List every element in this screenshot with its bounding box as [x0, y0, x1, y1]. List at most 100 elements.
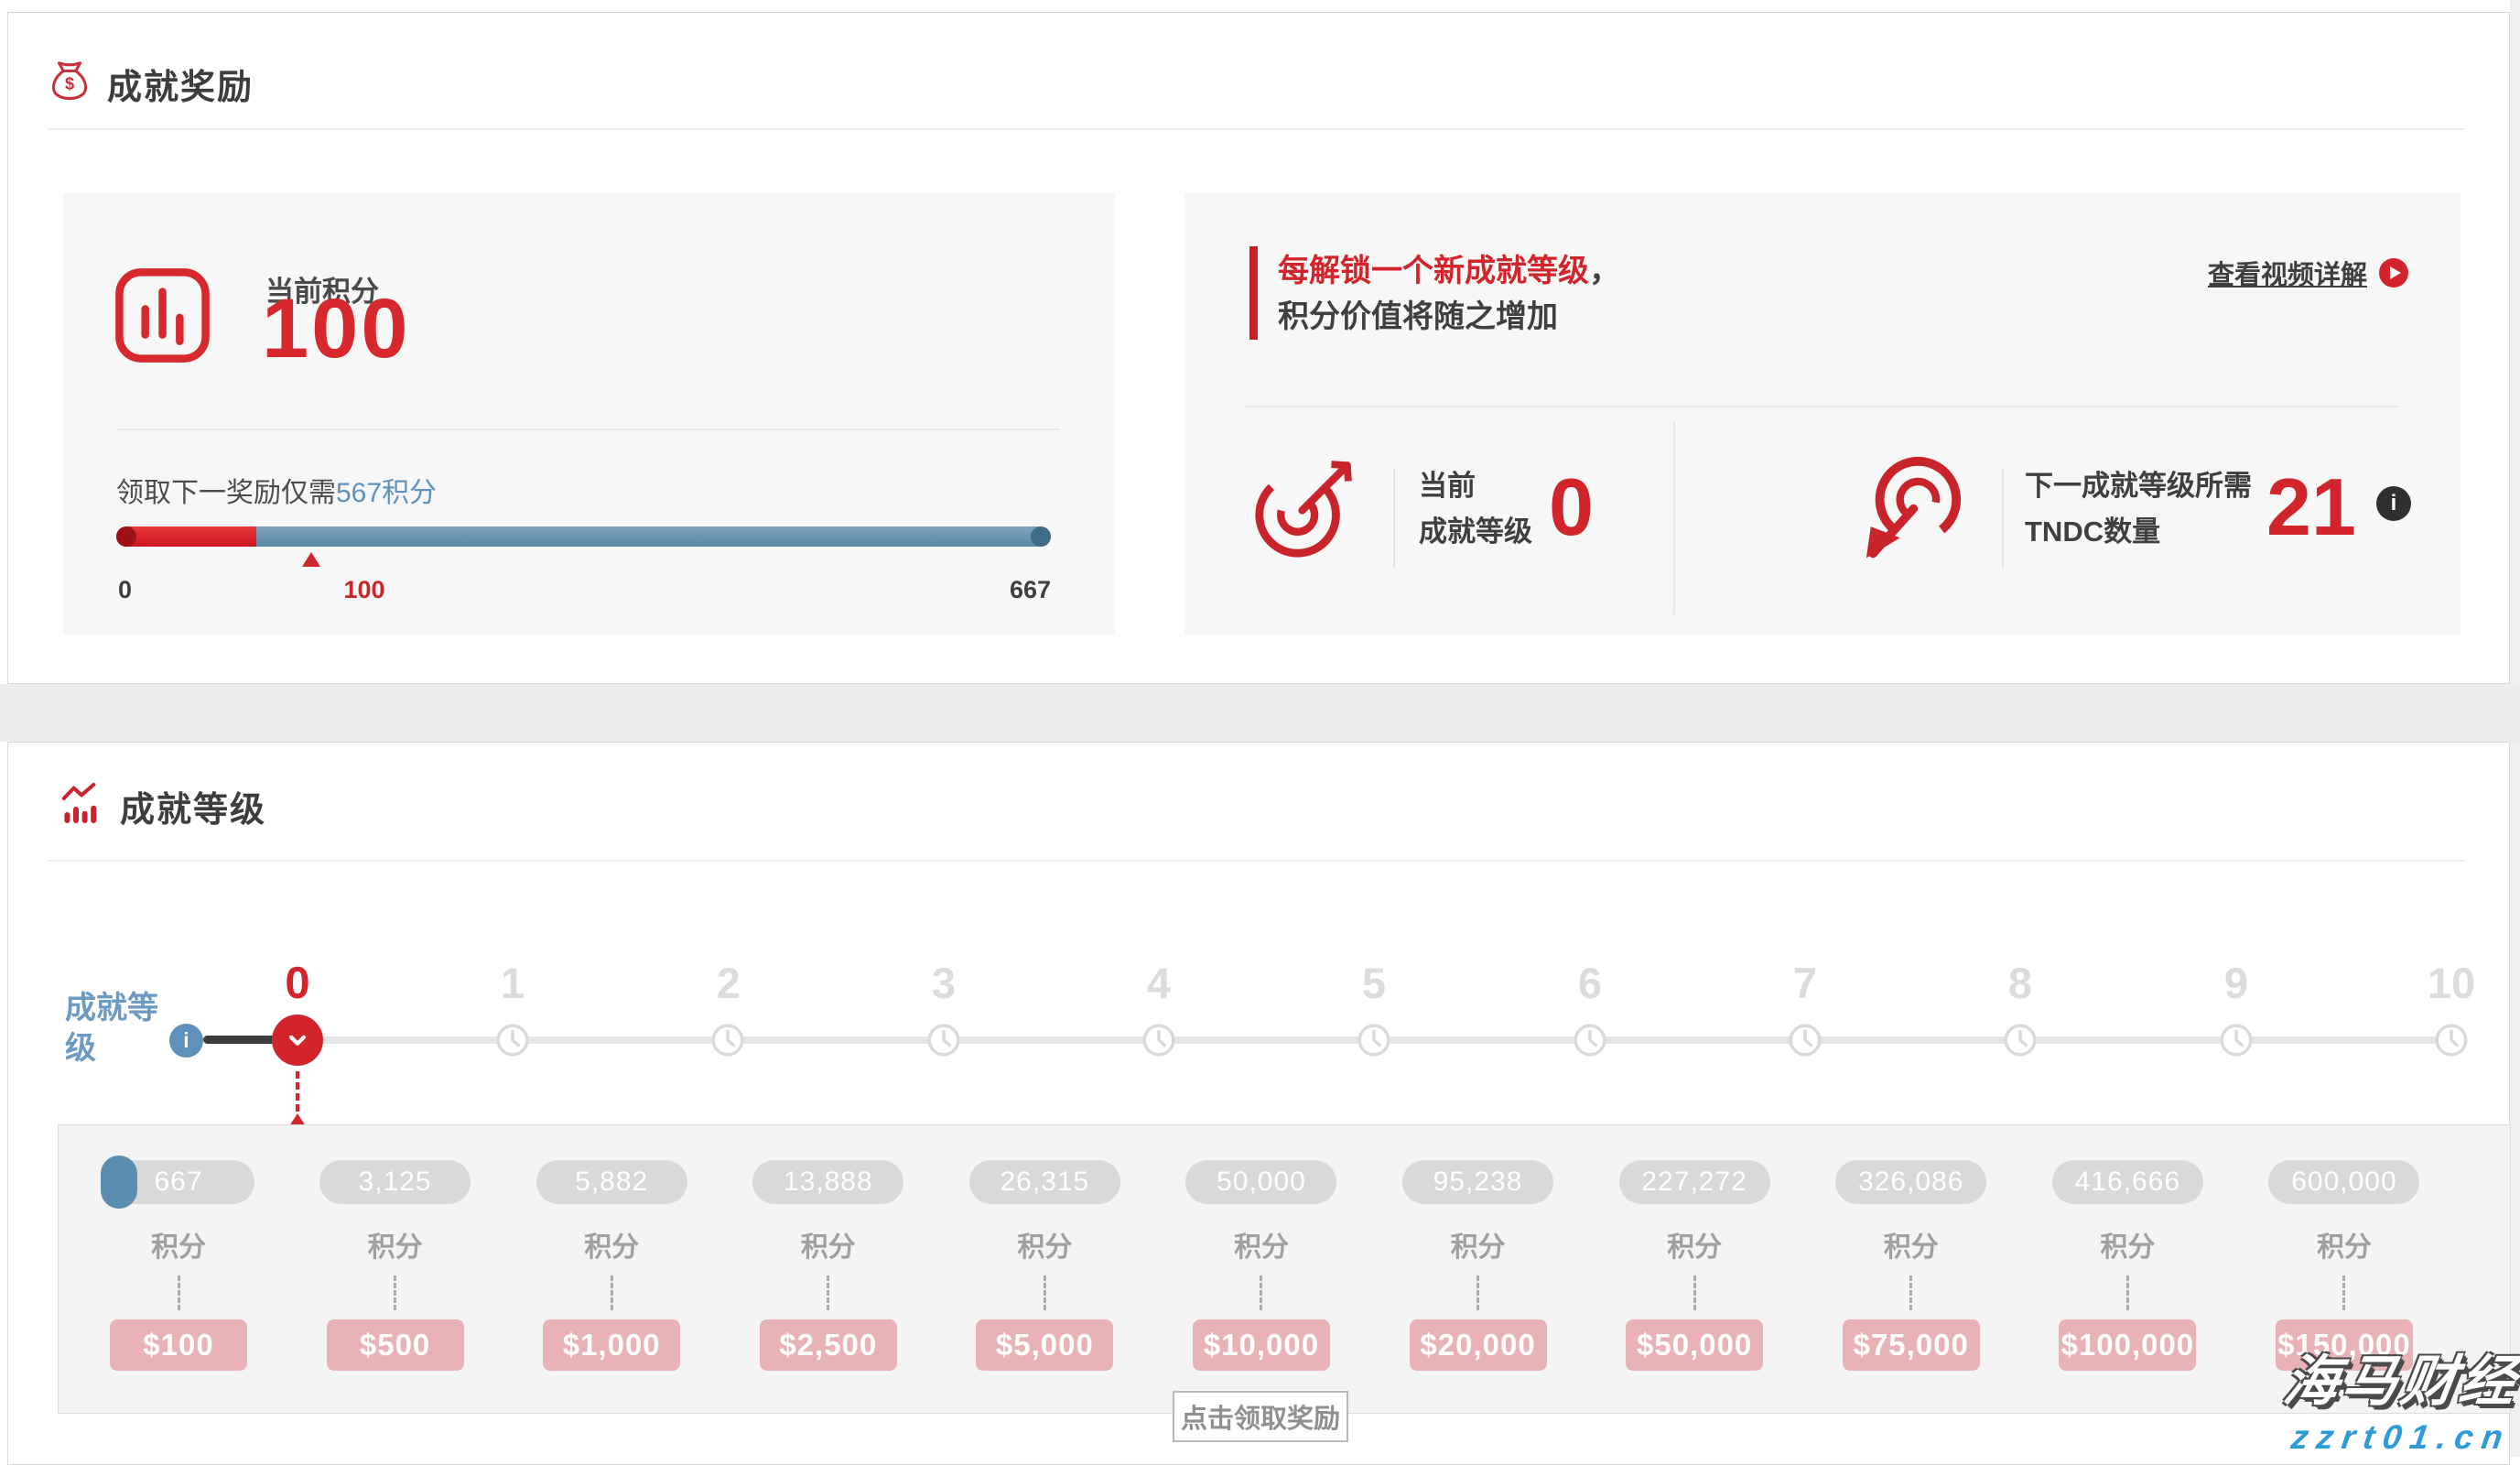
- timeline-connector-dark: [203, 1036, 286, 1044]
- banner-line1: 每解锁一个新成就等级: [1278, 254, 1589, 288]
- dashed-connector: [394, 1275, 397, 1310]
- achievement-rewards-card: $ 成就奖励 当前积分 100 领取下一奖励仅需567积分 0: [7, 12, 2510, 684]
- milestone-column: 5,882 积分 $1,000: [533, 1125, 690, 1413]
- video-link-label: 查看视频详解: [2207, 261, 2367, 290]
- points-unit-label: 积分: [1233, 1232, 1289, 1263]
- play-icon[interactable]: [2378, 257, 2409, 288]
- watermark-url: zzrt01.cn: [2288, 1418, 2514, 1456]
- points-pill: 50,000: [1185, 1160, 1337, 1204]
- level-number: 3: [931, 959, 957, 1007]
- bar-chart-icon: [111, 264, 214, 372]
- dashed-connector: [1043, 1275, 1046, 1310]
- current-level-label: 当前 成就等级: [1419, 463, 1532, 555]
- video-tutorial-link[interactable]: 查看视频详解: [2208, 254, 2409, 292]
- points-unit-label: 积分: [1667, 1232, 1723, 1263]
- points-progress-bar: [116, 526, 1051, 547]
- clock-icon: [711, 1024, 744, 1057]
- reward-amount: $10,000: [1192, 1319, 1330, 1371]
- dashed-connector: [1476, 1275, 1480, 1310]
- dashed-connector: [1693, 1275, 1696, 1310]
- clock-icon: [1142, 1024, 1175, 1057]
- points-pill: 667: [100, 1156, 254, 1209]
- points-value: 227,272: [1641, 1167, 1747, 1197]
- points-unit-label: 积分: [151, 1232, 206, 1263]
- active-level-node[interactable]: [272, 1015, 323, 1066]
- dashed-connector: [1909, 1275, 1913, 1310]
- progress-cap: [100, 1156, 137, 1209]
- points-value: 13,888: [783, 1167, 873, 1197]
- reward-amount: $2,500: [759, 1319, 897, 1371]
- points-value: 326,086: [1858, 1167, 1964, 1197]
- active-level-dashed-pointer: [296, 1071, 299, 1112]
- clock-icon: [496, 1024, 529, 1057]
- current-level-value: 0: [1549, 461, 1594, 552]
- milestone-column: 227,272 积分 $50,000: [1616, 1125, 1773, 1413]
- reward-amount: $50,000: [1626, 1319, 1764, 1371]
- points-unit-label: 积分: [1883, 1232, 1939, 1263]
- clock-icon: [2435, 1024, 2468, 1057]
- points-unit-label: 积分: [584, 1232, 640, 1263]
- chevron-down-icon: [289, 1035, 306, 1046]
- dashed-connector: [610, 1275, 613, 1310]
- money-bag-icon: $: [49, 59, 91, 109]
- milestone-column: 600,000 积分 $150,000: [2266, 1125, 2423, 1413]
- level-number: 4: [1146, 959, 1172, 1007]
- current-level-label-line2: 成就等级: [1419, 515, 1532, 548]
- dashed-connector: [1260, 1275, 1263, 1310]
- next-reward-points: 567积分: [336, 478, 438, 508]
- stats-vertical-divider: [1673, 422, 1675, 614]
- arrow-target-icon: [1857, 452, 1965, 565]
- rewards-section-header: $ 成就奖励: [49, 59, 254, 109]
- info-icon[interactable]: i: [169, 1024, 203, 1058]
- milestone-column: 667 积分 $100: [100, 1125, 257, 1413]
- points-value: 95,238: [1433, 1167, 1523, 1197]
- points-unit-label: 积分: [367, 1232, 423, 1263]
- clock-icon: [2004, 1024, 2037, 1057]
- panel-divider: [116, 429, 1060, 430]
- panel-divider: [1246, 406, 2399, 407]
- next-level-value: 21: [2266, 461, 2356, 552]
- milestone-column: 50,000 积分 $10,000: [1183, 1125, 1340, 1413]
- points-unit-label: 积分: [2316, 1232, 2372, 1263]
- stat-separator: [1393, 468, 1395, 569]
- dashed-connector: [177, 1275, 180, 1310]
- reward-amount: $100: [110, 1319, 247, 1371]
- points-pill: 227,272: [1618, 1160, 1770, 1204]
- progress-current-label: 100: [343, 576, 385, 603]
- info-icon[interactable]: i: [2376, 486, 2411, 521]
- clock-icon: [1357, 1024, 1390, 1057]
- milestone-column: 326,086 积分 $75,000: [1833, 1125, 1990, 1413]
- watermark-brand: 海马财经: [2279, 1351, 2520, 1412]
- level-info-panel: 每解锁一个新成就等级， 积分价值将随之增加 查看视频详解 当前 成就等级: [1184, 193, 2461, 635]
- reward-amount: $150,000: [2275, 1319, 2413, 1371]
- milestone-column: 416,666 积分 $100,000: [2049, 1125, 2206, 1413]
- level-number: 1: [500, 959, 525, 1007]
- next-reward-prefix: 领取下一奖励仅需: [116, 478, 336, 508]
- achievement-levels-card: 成就等级 成就等级 i 0 1 2 3 4 5 6 7 8 9 10 667 积…: [7, 742, 2511, 1465]
- progress-marker-triangle: [302, 552, 320, 567]
- banner-line2: 积分价值将随之增加: [1278, 299, 1558, 334]
- points-pill: 326,086: [1835, 1160, 1987, 1204]
- banner-accent-bar: [1249, 246, 1258, 340]
- banner-line1-punct: ，: [1589, 254, 1620, 288]
- points-value: 600,000: [2291, 1167, 2397, 1197]
- header-divider: [49, 860, 2465, 862]
- claim-reward-button[interactable]: 点击领取奖励: [1173, 1391, 1348, 1442]
- banner-text: 每解锁一个新成就等级， 积分价值将随之增加: [1278, 248, 1620, 340]
- levels-section-header: 成就等级: [59, 781, 266, 831]
- points-pill: 5,882: [535, 1160, 687, 1204]
- points-unit-label: 积分: [1017, 1232, 1073, 1263]
- milestone-column: 26,315 积分 $5,000: [966, 1125, 1123, 1413]
- rewards-section-title: 成就奖励: [107, 69, 254, 107]
- level-number: 6: [1577, 959, 1603, 1007]
- level-number: 7: [1792, 959, 1818, 1007]
- progress-bar-start-cap: [116, 526, 136, 547]
- next-level-label: 下一成就等级所需 TNDC数量: [2025, 463, 2252, 555]
- points-unit-label: 积分: [800, 1232, 856, 1263]
- progress-max-label: 667: [1009, 576, 1051, 603]
- points-value: 667: [154, 1167, 203, 1197]
- svg-text:$: $: [65, 75, 74, 93]
- clock-icon: [1789, 1024, 1822, 1057]
- level-number: 5: [1361, 959, 1387, 1007]
- clock-icon: [1574, 1024, 1606, 1057]
